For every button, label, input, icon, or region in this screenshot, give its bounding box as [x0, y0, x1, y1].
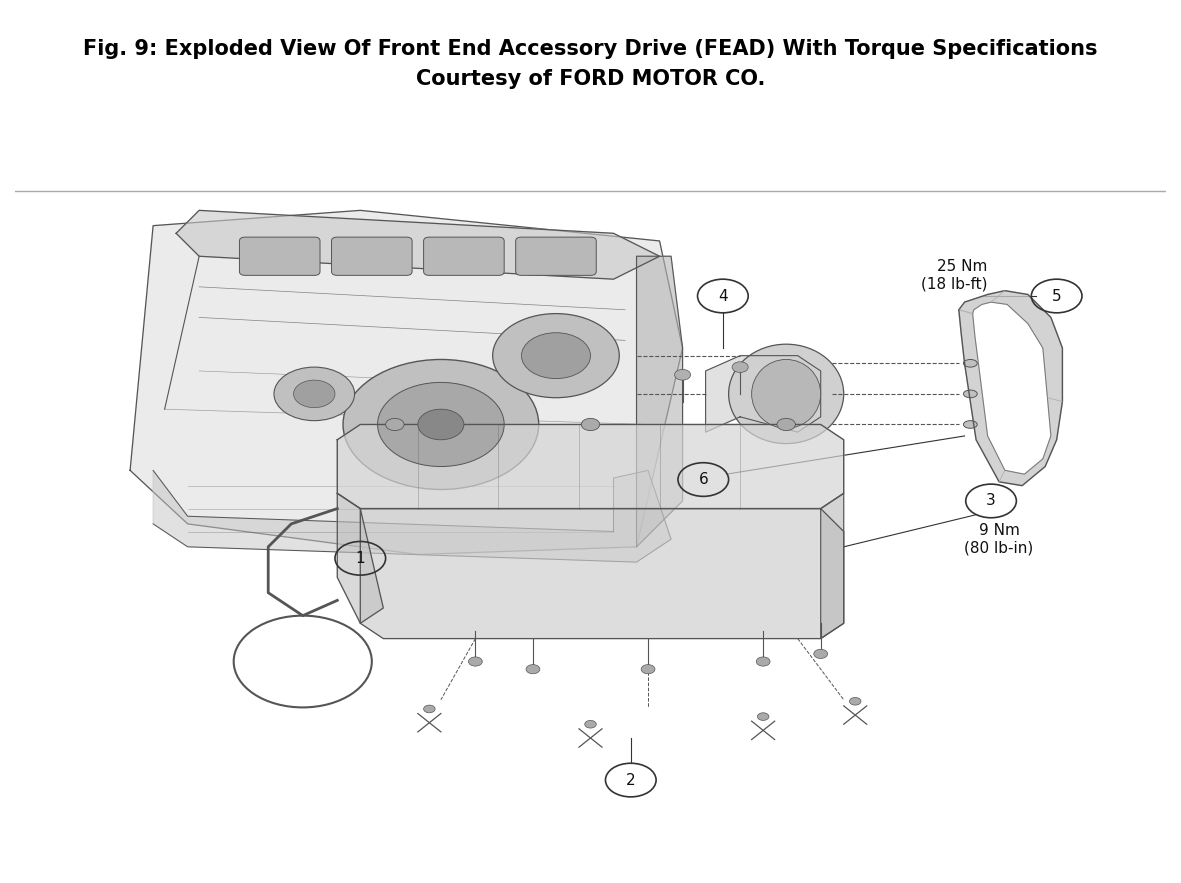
- Circle shape: [492, 313, 619, 397]
- Circle shape: [756, 657, 770, 666]
- Ellipse shape: [751, 359, 821, 428]
- Circle shape: [757, 713, 769, 721]
- Polygon shape: [360, 509, 843, 638]
- Text: 6: 6: [698, 472, 709, 487]
- Ellipse shape: [964, 390, 977, 397]
- Circle shape: [526, 665, 540, 674]
- Text: 25 Nm
(18 lb-ft): 25 Nm (18 lb-ft): [921, 259, 987, 291]
- Polygon shape: [176, 210, 659, 279]
- Circle shape: [469, 657, 482, 666]
- Circle shape: [674, 369, 691, 380]
- Text: 2: 2: [626, 773, 635, 788]
- FancyBboxPatch shape: [332, 238, 412, 275]
- Ellipse shape: [964, 359, 977, 367]
- Circle shape: [424, 706, 435, 713]
- Circle shape: [522, 333, 590, 379]
- Text: Fig. 9: Exploded View Of Front End Accessory Drive (FEAD) With Torque Specificat: Fig. 9: Exploded View Of Front End Acces…: [83, 39, 1098, 58]
- Text: 4: 4: [718, 289, 727, 304]
- Text: 3: 3: [986, 494, 996, 509]
- FancyBboxPatch shape: [240, 238, 320, 275]
- Ellipse shape: [729, 344, 843, 443]
- Text: Courtesy of FORD MOTOR CO.: Courtesy of FORD MOTOR CO.: [416, 70, 765, 89]
- Circle shape: [581, 419, 600, 431]
- Polygon shape: [705, 356, 821, 432]
- Circle shape: [274, 367, 354, 420]
- Circle shape: [294, 380, 335, 408]
- Polygon shape: [821, 494, 843, 638]
- Ellipse shape: [964, 420, 977, 428]
- Circle shape: [777, 419, 795, 431]
- Polygon shape: [130, 210, 683, 555]
- Circle shape: [849, 698, 861, 706]
- Circle shape: [342, 359, 539, 489]
- Circle shape: [378, 382, 504, 466]
- Circle shape: [641, 665, 655, 674]
- Polygon shape: [959, 291, 1063, 486]
- Circle shape: [418, 409, 464, 440]
- Polygon shape: [637, 256, 683, 547]
- Polygon shape: [338, 494, 384, 623]
- Polygon shape: [338, 425, 843, 509]
- Circle shape: [585, 721, 596, 728]
- Polygon shape: [154, 471, 671, 562]
- FancyBboxPatch shape: [516, 238, 596, 275]
- Circle shape: [732, 362, 749, 373]
- Circle shape: [386, 419, 404, 431]
- FancyBboxPatch shape: [424, 238, 504, 275]
- Text: 9 Nm
(80 lb-in): 9 Nm (80 lb-in): [965, 523, 1033, 555]
- Circle shape: [814, 649, 828, 659]
- Text: 1: 1: [355, 551, 365, 566]
- Text: 5: 5: [1052, 289, 1062, 304]
